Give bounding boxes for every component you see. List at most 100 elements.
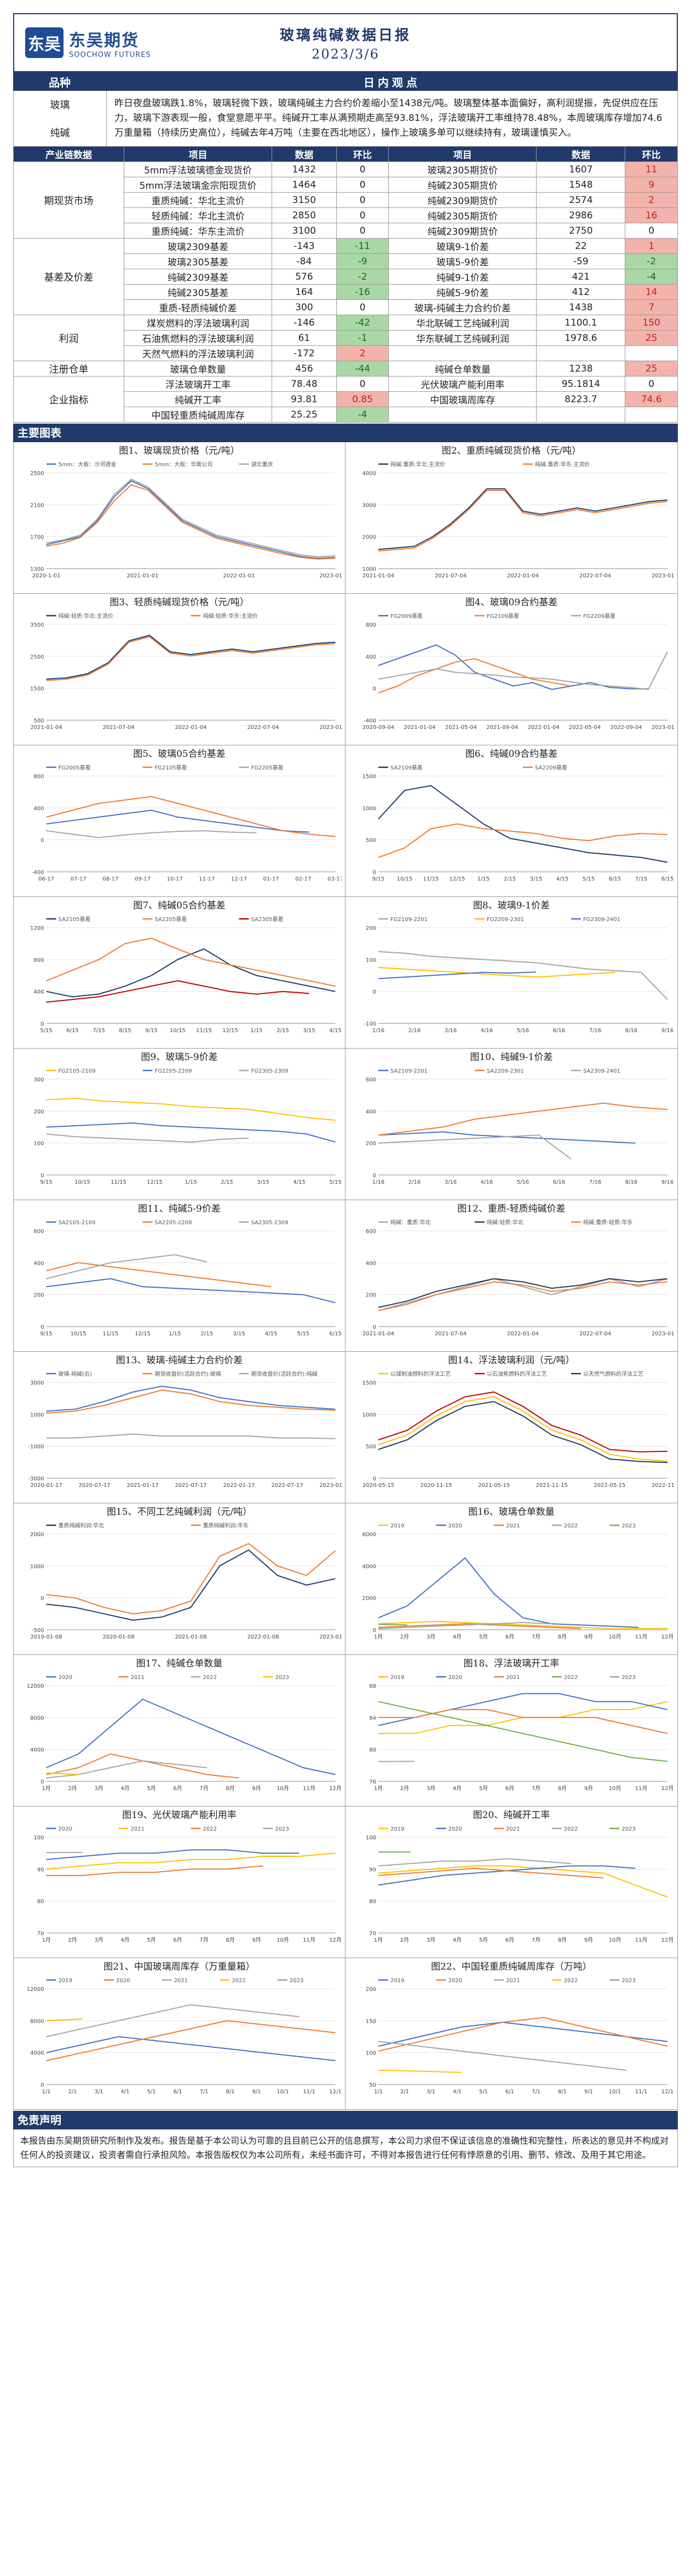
chart-svg: 2019 2020 2021 2022 2023 200 150 100 501/1 2/1 3/1… [366, 1978, 673, 2095]
chart-svg: FG2005基差 FG2105基差 FG2205基差 800 400 0 -40006-17… [32, 764, 342, 882]
cell-ac: 0 [336, 192, 389, 208]
chart-caption: 图1、玻璃现货价格（元/吨） [119, 445, 240, 456]
variety-soda: 纯碱 [50, 127, 70, 139]
x-tick-label: 6月 [173, 1937, 182, 1943]
legend-label: FG2209-2301 [487, 917, 524, 923]
x-tick-label: 8/16 [625, 1179, 637, 1185]
x-tick-label: 8月 [558, 1634, 567, 1640]
series-line-1 [46, 796, 336, 837]
y-tick-label: 400 [366, 1109, 376, 1115]
x-tick-label: 5/1 [479, 2089, 488, 2095]
y-tick-label: 0 [373, 870, 376, 876]
legend-label: FG2309-2401 [583, 917, 620, 923]
x-tick-label: 4/15 [329, 1028, 341, 1034]
y-tick-label: 500 [366, 838, 376, 844]
series-line-0 [46, 1278, 336, 1304]
y-tick-label: 300 [33, 1077, 44, 1083]
x-tick-label: 2021-09-04 [486, 725, 518, 731]
cell-a: 纯碱开工率 [124, 391, 273, 407]
x-tick-label: 10/15 [74, 1179, 90, 1185]
x-tick-label: 12月 [329, 1937, 342, 1943]
x-tick-label: 2021-01-08 [175, 1634, 206, 1640]
x-tick-label: 12月 [661, 1634, 674, 1640]
cell-a: 纯碱2305基差 [124, 284, 273, 300]
legend-label: 2020 [116, 1978, 130, 1984]
legend-label: SA2109-2201 [390, 1068, 428, 1074]
x-tick-label: 3/15 [303, 1028, 315, 1034]
legend-label: 2019 [390, 1675, 404, 1681]
cell-bv: 2986 [536, 207, 626, 223]
cell-av: 61 [272, 330, 337, 346]
table-row: 基差及价差 玻璃2309基差 -143 -11 玻璃9-1价差 22 1 [13, 238, 678, 315]
series-line-0 [378, 2022, 668, 2047]
cell-bc: 0 [625, 223, 678, 239]
series-line-1 [46, 937, 336, 987]
x-tick-label: 07-17 [71, 876, 87, 882]
x-tick-label: 7/16 [589, 1179, 601, 1185]
x-tick-label: 9/16 [661, 1028, 673, 1034]
x-tick-label: 2月 [68, 1937, 77, 1943]
legend-label: 2023 [621, 1978, 635, 1984]
y-tick-label: -100 [364, 1021, 376, 1027]
cell-a: 玻璃仓单数量 [124, 361, 273, 377]
cell-ac: -16 [336, 284, 389, 300]
y-tick-label: 0 [41, 1779, 44, 1785]
y-tick-label: 0 [41, 838, 44, 844]
x-tick-label: 4/16 [481, 1028, 493, 1034]
x-tick-label: 2022-11-15 [652, 1483, 674, 1489]
y-tick-label: 100 [366, 1835, 376, 1841]
x-tick-label: 11月 [635, 1937, 648, 1943]
legend-label: 以石油焦燃料的浮法工艺 [487, 1370, 547, 1377]
legend-label: 2021 [506, 1523, 520, 1529]
cell-bv: 1607 [536, 161, 626, 177]
cell-bc: 25 [625, 330, 678, 346]
series-line-2 [378, 971, 537, 980]
x-tick-label: 7/15 [93, 1028, 105, 1034]
category-cell: 期现货市场 [13, 161, 125, 239]
x-tick-label: 2021-05-15 [478, 1483, 510, 1489]
table-row: 期现货市场 5mm浮法玻璃德金现货价 1432 0 玻璃2305期货价 1607 11 [13, 161, 678, 239]
legend-label: 2023 [290, 1978, 303, 1984]
cell-a: 煤炭燃料的浮法玻璃利润 [124, 315, 273, 331]
x-tick-label: 4/1 [120, 2089, 129, 2095]
y-tick-label: 76 [369, 1779, 376, 1785]
legend-label: 2022 [232, 1978, 245, 1984]
x-tick-label: 10月 [609, 1785, 621, 1792]
x-tick-label: 3/15 [233, 1331, 245, 1337]
cell-av: 300 [272, 299, 337, 315]
cell-bc: 1 [625, 238, 678, 254]
legend-label: 2019 [390, 1826, 404, 1832]
x-tick-label: 2022-05-15 [594, 1483, 625, 1489]
x-tick-label: 8/16 [625, 1028, 637, 1034]
disclaimer-title: 免责声明 [13, 2111, 678, 2129]
x-tick-label: 2021-01-04 [362, 573, 394, 579]
x-tick-label: 9月 [252, 1937, 261, 1943]
x-tick-label: 11-17 [199, 876, 215, 882]
chart-caption: 图9、玻璃5-9价差 [141, 1052, 218, 1063]
y-tick-label: 100 [33, 1835, 44, 1841]
cell-b: 华东联碱工艺纯碱利润 [388, 330, 537, 346]
cell-ac: 0.85 [336, 391, 389, 407]
series-line-3 [378, 1622, 552, 1629]
cell-a: 玻璃2305基差 [124, 253, 273, 269]
x-tick-label: 10月 [609, 1634, 621, 1640]
cell-av: 3100 [272, 223, 337, 239]
series-line-0 [46, 1698, 336, 1775]
chart-2: 图2、重质纯碱现货价格（元/吨） 纯碱:重质:华北:主流价 纯碱:重质:华东:主流价… [346, 442, 677, 594]
x-tick-label: 9月 [584, 1937, 593, 1943]
y-tick-label: 88 [369, 1683, 376, 1689]
x-tick-label: 1月 [42, 1937, 50, 1943]
chart-18: 图18、浮法玻璃开工率 2019 2020 2021 2022 2023 88 84 80 76 1… [346, 1655, 677, 1807]
series-line-2 [46, 1433, 336, 1439]
view-col-header: 日内观点 [364, 76, 421, 89]
chart-13: 图13、玻璃-纯碱主力合约价差 玻璃-纯碱(右) 期货收盘价(活跃合约):玻璃 期货收… [14, 1352, 346, 1503]
y-tick-label: 0 [373, 1476, 376, 1482]
legend-label: 纯碱:重质:华东:主流价 [535, 461, 590, 468]
table-row: 企业指标 浮法玻璃开工率 78.48 0 光伏玻璃产能利用率 95.1814 0 [13, 376, 678, 422]
report-title: 玻璃纯碱数据日报 [279, 27, 411, 44]
chart-19: 图19、光伏玻璃产能利用率 2020 2021 2022 2023 100 90 80 70 1月… [14, 1807, 346, 1958]
x-tick-label: 3月 [94, 1785, 103, 1792]
y-tick-label: 200 [33, 1293, 44, 1299]
y-tick-label: 6000 [362, 1532, 376, 1538]
x-tick-label: 2/15 [277, 1028, 289, 1034]
